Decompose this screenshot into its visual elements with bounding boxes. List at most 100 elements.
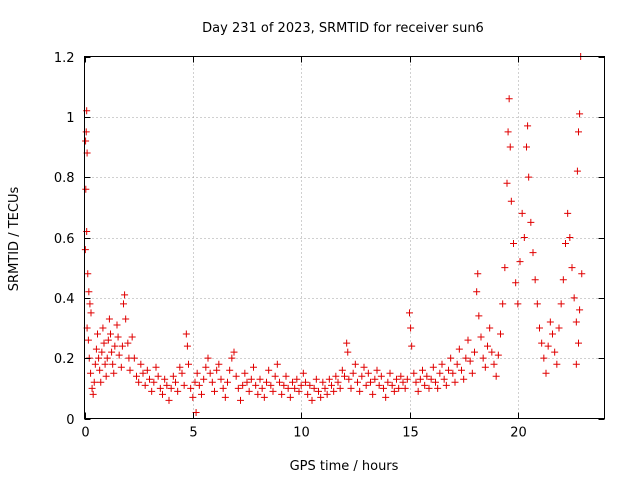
data-point [367, 378, 374, 386]
data-point [130, 354, 138, 362]
data-point [217, 375, 225, 383]
data-point [575, 128, 582, 136]
data-point [234, 384, 242, 392]
data-point [187, 384, 195, 392]
data-point [578, 270, 586, 278]
data-point [265, 366, 273, 374]
data-point [525, 173, 533, 181]
grid-lines [84, 56, 605, 419]
data-point [113, 321, 121, 329]
data-point [573, 167, 581, 175]
data-point [208, 378, 216, 386]
data-point [185, 360, 192, 368]
data-point [549, 330, 556, 338]
data-point [192, 408, 200, 416]
data-point [410, 369, 418, 377]
data-point [407, 324, 415, 332]
data-point [141, 381, 149, 389]
data-point [423, 372, 431, 380]
data-point [284, 384, 292, 392]
data-point [408, 342, 416, 350]
data-point [81, 246, 89, 254]
data-point [542, 369, 550, 377]
data-point [523, 143, 530, 151]
data-point [414, 387, 422, 395]
data-point [163, 381, 171, 389]
data-point [128, 333, 136, 341]
data-point [572, 360, 580, 368]
data-point [295, 387, 303, 395]
data-point [90, 378, 98, 386]
data-point [239, 381, 247, 389]
data-point [105, 315, 113, 323]
data-point [533, 300, 541, 308]
data-point [315, 387, 322, 395]
data-point [111, 342, 119, 350]
data-point [232, 372, 240, 380]
data-point [195, 381, 203, 389]
data-point [369, 390, 377, 398]
data-point [258, 384, 266, 392]
data-point [341, 372, 348, 380]
data-point [516, 258, 524, 266]
data-point [89, 390, 97, 398]
data-point [421, 381, 429, 389]
data-point [362, 381, 370, 389]
x-tick-labels: 0 5 10 15 20 [81, 426, 526, 441]
data-point [182, 330, 190, 338]
data-point [332, 372, 340, 380]
data-point [453, 360, 461, 368]
data-point [462, 354, 470, 362]
data-point [293, 375, 301, 383]
data-point [488, 348, 496, 356]
data-point [458, 366, 465, 374]
data-point [117, 363, 125, 371]
data-point [540, 354, 548, 362]
data-point [499, 300, 507, 308]
data-point [260, 393, 268, 401]
data-point [114, 333, 122, 341]
data-point [289, 378, 296, 386]
data-point [273, 360, 281, 368]
data-point [213, 366, 221, 374]
data-point [206, 369, 214, 377]
data-point [202, 363, 210, 371]
data-point [276, 378, 283, 386]
data-point [447, 354, 455, 362]
data-point [286, 393, 294, 401]
data-point [401, 384, 409, 392]
data-point [101, 360, 109, 368]
data-point [536, 324, 543, 332]
data-point [84, 336, 92, 344]
data-point [230, 348, 238, 356]
data-point [237, 396, 244, 404]
data-point [562, 240, 569, 248]
data-point [91, 360, 99, 368]
data-point [180, 381, 188, 389]
data-point [474, 270, 482, 278]
data-point [282, 372, 290, 380]
data-point [317, 393, 325, 401]
data-point [384, 378, 392, 386]
data-point [82, 185, 90, 193]
data-point [425, 384, 433, 392]
data-point [302, 378, 309, 386]
data-point [512, 279, 520, 287]
data-point [471, 348, 478, 356]
data-point [139, 369, 147, 377]
data-point [323, 390, 331, 398]
data-point [297, 381, 305, 389]
data-point [434, 384, 442, 392]
data-point [82, 137, 90, 145]
data-point [269, 387, 277, 395]
chart-title: Day 231 of 2023, SRMTID for receiver sun… [202, 21, 484, 36]
data-point [557, 300, 565, 308]
data-point [263, 378, 270, 386]
data-point [252, 381, 260, 389]
y-tick-labels: 0 0.2 0.4 0.6 0.8 1 1.2 [54, 51, 75, 428]
data-point [451, 378, 459, 386]
data-point [575, 339, 582, 347]
data-point [429, 363, 437, 371]
data-point [291, 384, 299, 392]
data-point [219, 384, 227, 392]
